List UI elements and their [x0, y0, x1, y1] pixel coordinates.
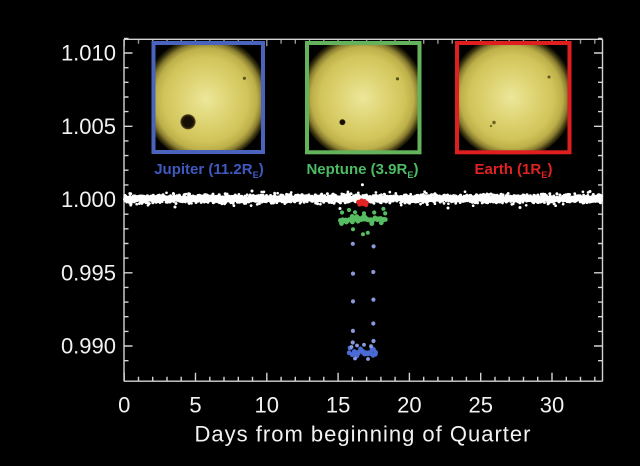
svg-text:Jupiter (11.2RE): Jupiter (11.2RE): [154, 161, 264, 180]
svg-text:25: 25: [468, 393, 492, 418]
svg-text:0: 0: [118, 393, 130, 418]
svg-text:15: 15: [326, 393, 350, 418]
svg-text:5: 5: [189, 393, 201, 418]
svg-text:1.005: 1.005: [61, 114, 116, 139]
svg-text:1.000: 1.000: [61, 187, 116, 212]
svg-text:Earth (1RE): Earth (1RE): [475, 161, 553, 180]
svg-text:0.990: 0.990: [61, 334, 116, 359]
svg-text:1.010: 1.010: [61, 41, 116, 66]
svg-text:10: 10: [255, 393, 279, 418]
svg-text:Neptune (3.9RE): Neptune (3.9RE): [306, 161, 418, 180]
svg-text:20: 20: [397, 393, 421, 418]
svg-text:Days from beginning of Quarter: Days from beginning of Quarter: [195, 422, 532, 447]
svg-text:0.995: 0.995: [61, 260, 116, 285]
svg-text:30: 30: [540, 393, 564, 418]
